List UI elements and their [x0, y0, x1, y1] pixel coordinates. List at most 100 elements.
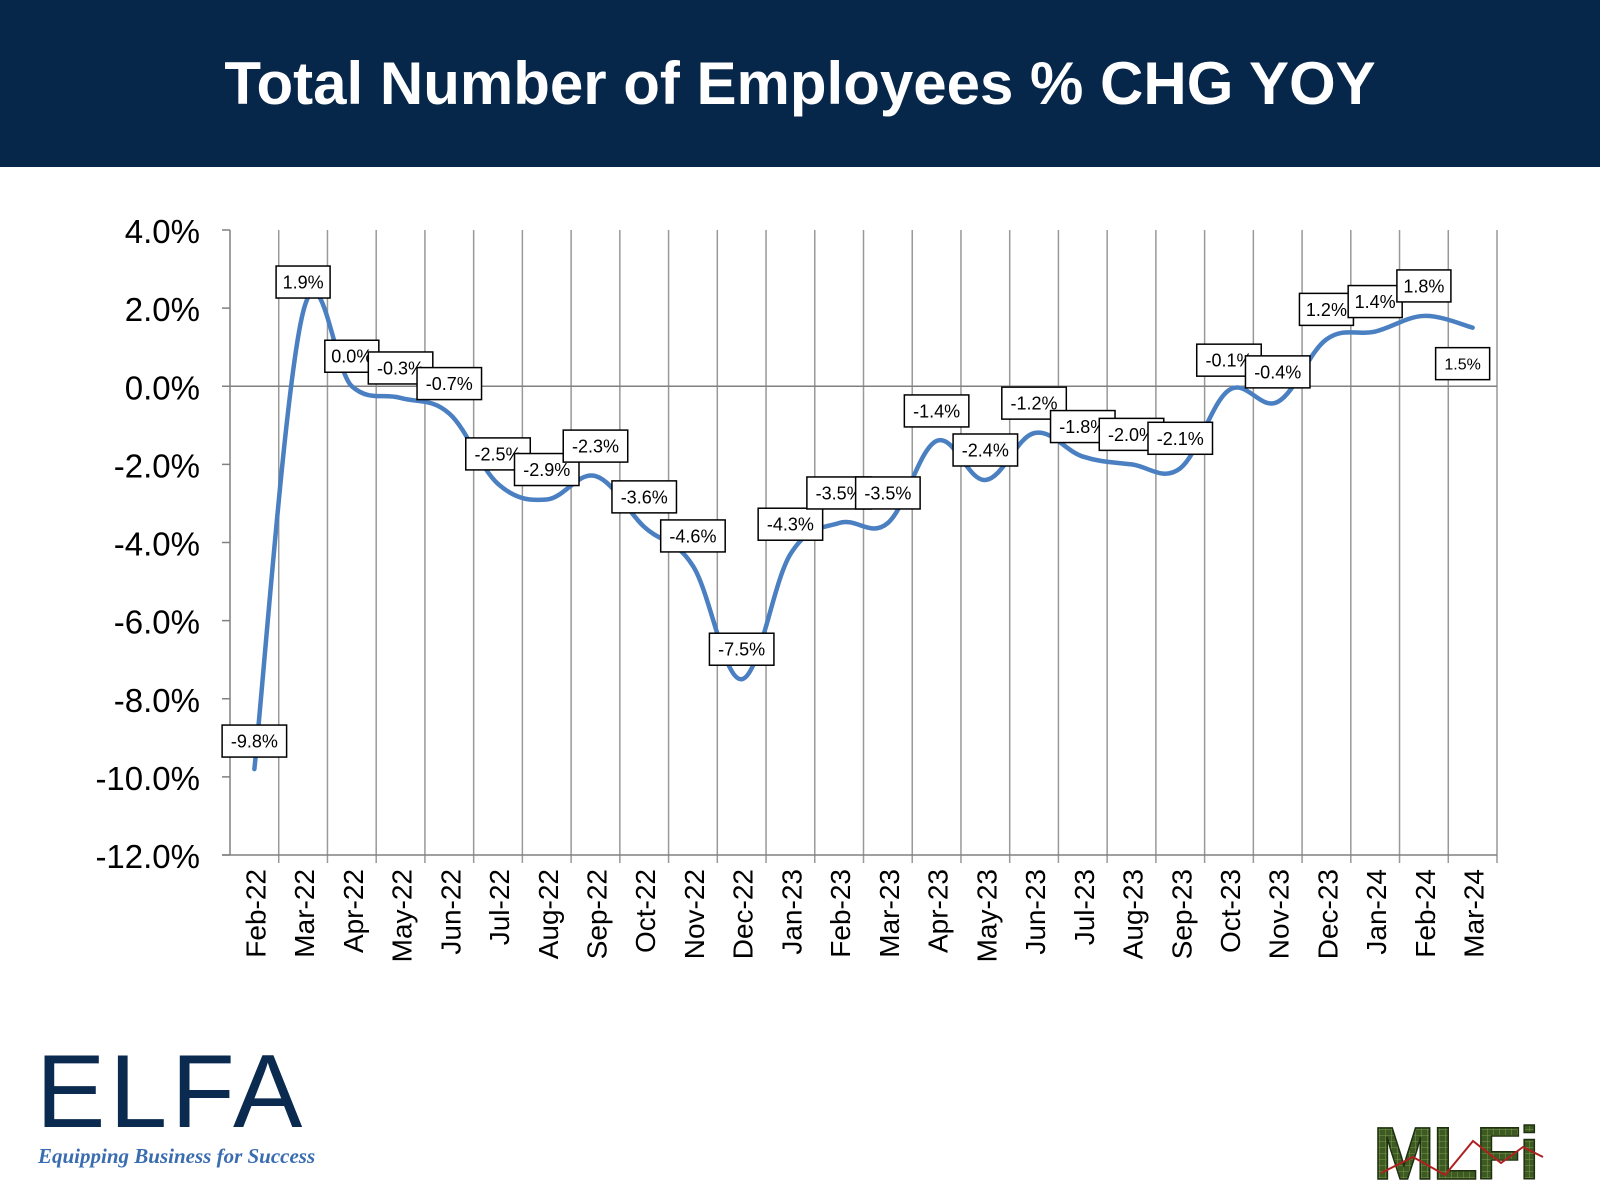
- x-axis-ticks: Feb-22 Mar-22 Apr-22 May-22 Jun-22 Jul-22 Aug-…: [240, 869, 1489, 962]
- title-banner: Total Number of Employees % CHG YOY: [0, 0, 1600, 167]
- data-label-text: -0.7%: [426, 374, 473, 394]
- mlfi-logo-text: MLFi: [1373, 1117, 1538, 1189]
- data-label-box: [611, 480, 678, 514]
- data-label-text: -2.0%: [1108, 425, 1155, 445]
- data-label: 1.5%: [1434, 346, 1491, 381]
- data-label-text: 1.9%: [283, 273, 324, 293]
- data-label: -4.6%: [659, 519, 726, 553]
- x-tick-label: Mar-23: [874, 869, 905, 958]
- data-label-text: -0.4%: [1254, 362, 1301, 382]
- data-label-box: [221, 724, 288, 758]
- x-tick-label: Nov-23: [1264, 869, 1295, 959]
- data-label-text: -1.2%: [1011, 394, 1058, 414]
- x-tick-label: Mar-22: [289, 869, 320, 958]
- data-label-text: -0.3%: [377, 358, 424, 378]
- y-tick-label: 4.0%: [125, 213, 200, 250]
- mlfi-logo: MLFi: [1373, 1117, 1544, 1189]
- y-tick-label: -2.0%: [114, 447, 200, 484]
- x-tick-label: Mar-24: [1459, 869, 1490, 958]
- data-label-text: -3.6%: [621, 487, 668, 507]
- y-tick-label: 0.0%: [125, 369, 200, 406]
- x-tick-label: Sep-23: [1166, 869, 1197, 959]
- x-tick-label: Dec-23: [1312, 869, 1343, 959]
- data-label-box: [903, 394, 970, 428]
- data-label-text: 1.8%: [1403, 276, 1444, 296]
- x-tick-label: Feb-23: [825, 869, 856, 958]
- data-label-text: 1.4%: [1355, 292, 1396, 312]
- x-tick-label: May-23: [971, 869, 1002, 962]
- data-label-box: [1396, 269, 1452, 303]
- data-label-text: 1.2%: [1306, 300, 1347, 320]
- data-label-box: [1147, 421, 1214, 456]
- data-label-box: [1434, 346, 1491, 381]
- elfa-tagline: Equipping Business for Success: [38, 1144, 316, 1168]
- data-label-text: -0.1%: [1205, 351, 1252, 371]
- x-tick-label: Aug-23: [1118, 869, 1149, 959]
- y-tick-label: -10.0%: [95, 760, 200, 797]
- data-label: 1.9%: [275, 265, 331, 299]
- x-tick-label: Nov-22: [679, 869, 710, 959]
- y-axis-ticks: 4.0% 2.0% 0.0% -2.0% -4.0% -6.0% -8.0% -10.0% -1…: [95, 213, 230, 875]
- data-label: -0.4%: [1244, 355, 1311, 389]
- data-label: -4.3%: [757, 507, 824, 541]
- data-label-text: -2.5%: [475, 444, 522, 464]
- data-label: 1.4%: [1347, 284, 1403, 319]
- y-tick-label: -6.0%: [114, 604, 200, 641]
- data-label: 1.8%: [1396, 269, 1452, 303]
- x-tick-label: Apr-23: [923, 869, 954, 953]
- x-tick-label: Jul-23: [1069, 869, 1100, 945]
- data-label-text: -1.4%: [913, 401, 960, 421]
- data-label-text: 0.0%: [331, 347, 372, 367]
- data-label: -3.5%: [854, 476, 921, 510]
- data-label-box: [708, 632, 775, 666]
- data-label: 1.2%: [1298, 292, 1355, 327]
- data-label-text: -3.5%: [816, 483, 863, 503]
- data-label-box: [562, 429, 629, 463]
- x-tick-label: Jan-23: [776, 869, 807, 955]
- data-label-text: -2.3%: [572, 437, 619, 457]
- data-label: -2.4%: [952, 433, 1019, 467]
- data-label: -3.6%: [611, 480, 678, 514]
- x-tick-label: Jun-22: [435, 869, 466, 955]
- data-label-box: [757, 507, 824, 541]
- x-tick-label: Aug-22: [533, 869, 564, 959]
- x-tick-label: Oct-23: [1215, 869, 1246, 953]
- elfa-logo-letters: ELFA: [36, 1034, 307, 1150]
- data-label-text: -4.6%: [669, 526, 716, 546]
- data-label-text: -3.5%: [864, 483, 911, 503]
- mlfi-logo-trendline: [1380, 1139, 1544, 1177]
- data-label-box: [854, 476, 921, 510]
- data-label: -0.7%: [416, 366, 483, 401]
- data-label-box: [1244, 355, 1311, 389]
- x-tick-label: Dec-22: [728, 869, 759, 959]
- data-label-box: [416, 366, 483, 401]
- grid-lines: [277, 230, 1498, 863]
- data-label: -1.4%: [903, 394, 970, 428]
- x-tick-label: Jul-22: [484, 869, 515, 945]
- x-tick-label: Jan-24: [1361, 869, 1392, 955]
- data-label: -2.1%: [1147, 421, 1214, 456]
- data-label-text: -9.8%: [231, 732, 278, 752]
- data-label-text: 1.5%: [1444, 356, 1480, 373]
- x-tick-label: Jun-23: [1020, 869, 1051, 955]
- data-label-box: [659, 519, 726, 553]
- data-label: -0.3%: [367, 351, 434, 385]
- y-tick-label: -12.0%: [95, 838, 200, 875]
- x-tick-label: Apr-22: [338, 869, 369, 953]
- data-label-text: -2.9%: [523, 460, 570, 480]
- data-label: -2.3%: [562, 429, 629, 463]
- x-tick-label: Oct-22: [630, 869, 661, 953]
- data-label-text: -4.3%: [767, 515, 814, 535]
- y-tick-label: -4.0%: [114, 526, 200, 563]
- elfa-logo: ELFA Equipping Business for Success: [36, 1040, 336, 1180]
- data-label-text: -2.1%: [1157, 429, 1204, 449]
- chart-title: Total Number of Employees % CHG YOY: [224, 50, 1376, 117]
- x-tick-label: Feb-24: [1410, 869, 1441, 958]
- data-label: -9.8%: [221, 724, 288, 758]
- x-tick-label: Feb-22: [240, 869, 271, 958]
- y-tick-label: 2.0%: [125, 291, 200, 328]
- x-tick-label: Sep-22: [581, 869, 612, 959]
- data-label-text: -7.5%: [718, 640, 765, 660]
- y-tick-label: -8.0%: [114, 682, 200, 719]
